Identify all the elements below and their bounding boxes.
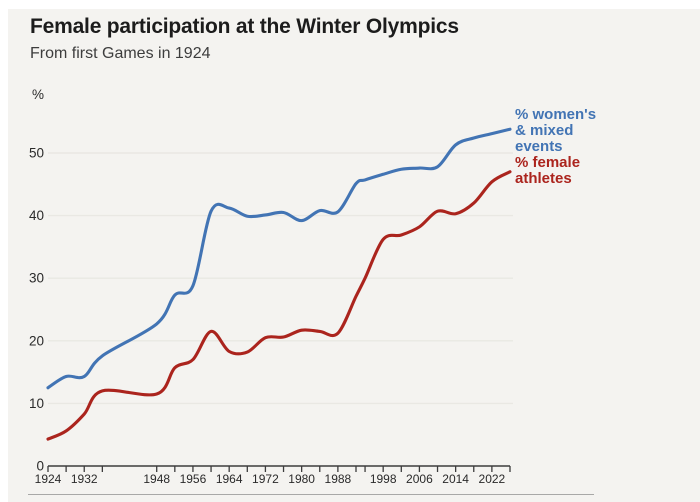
legend-womens-mixed-events: % women's & mixed events — [515, 107, 596, 155]
legend-womens-mixed-events-line3: events — [515, 138, 563, 155]
x-tick-label: 2006 — [406, 472, 433, 486]
bottom-divider — [28, 494, 594, 495]
x-tick-label: 1924 — [35, 472, 62, 486]
x-tick-label: 1948 — [143, 472, 170, 486]
x-tick-label: 2014 — [442, 472, 469, 486]
y-tick-label: 40 — [29, 208, 44, 223]
legend-female-athletes: % female athletes — [515, 155, 580, 187]
x-tick-label: 1988 — [325, 472, 352, 486]
y-tick-label: 20 — [29, 333, 44, 348]
x-tick-label: 1964 — [216, 472, 243, 486]
series-line-womens-mixed-events — [46, 127, 512, 390]
x-tick-label: 1972 — [252, 472, 279, 486]
chart-subtitle: From first Games in 1924 — [30, 45, 211, 62]
legend-female-athletes-line2: athletes — [515, 170, 572, 187]
x-tick-label: 1956 — [180, 472, 207, 486]
legend-womens-mixed-events-line1: % women's — [515, 106, 597, 123]
y-tick-label: 0 — [36, 459, 44, 474]
chart-panel — [8, 9, 700, 502]
legend-womens-mixed-events-line2: & mixed — [515, 122, 574, 139]
x-tick-label: 1980 — [288, 472, 315, 486]
x-tick-label: 1998 — [370, 472, 397, 486]
y-tick-label: 10 — [29, 396, 44, 411]
y-tick-label: 50 — [29, 146, 44, 161]
x-tick-label: 2022 — [479, 472, 506, 486]
series-line-female-athletes — [46, 170, 512, 441]
y-axis-unit-label: % — [31, 87, 44, 102]
x-tick-label: 1932 — [71, 472, 98, 486]
y-tick-label: 30 — [29, 271, 44, 286]
chart-title: Female participation at the Winter Olymp… — [30, 15, 459, 38]
legend-female-athletes-line1: % female — [515, 154, 581, 171]
